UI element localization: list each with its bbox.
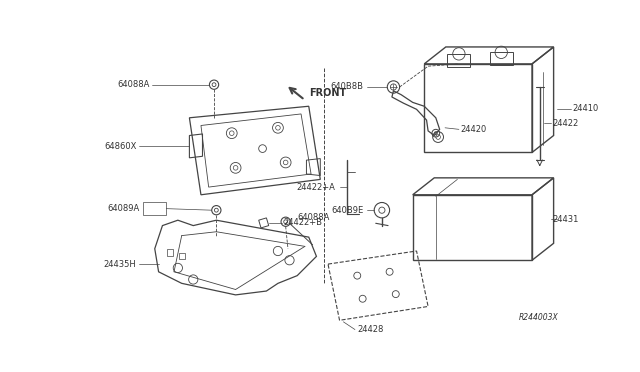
Text: 64088A: 64088A xyxy=(117,80,149,89)
Text: 640B8B: 640B8B xyxy=(330,83,364,92)
Text: FRONT: FRONT xyxy=(308,88,346,98)
Text: 24422+A: 24422+A xyxy=(297,183,336,192)
Text: 24420: 24420 xyxy=(460,125,486,134)
Text: 24435H: 24435H xyxy=(104,260,136,269)
Text: R244003X: R244003X xyxy=(519,313,559,322)
Text: 24422: 24422 xyxy=(553,119,579,128)
Text: 640B9E: 640B9E xyxy=(331,206,364,215)
Text: 64088A: 64088A xyxy=(297,214,330,222)
Text: 24428: 24428 xyxy=(357,325,383,334)
Text: 24410: 24410 xyxy=(572,104,598,113)
Text: 24431: 24431 xyxy=(553,215,579,224)
Text: 64089A: 64089A xyxy=(108,204,140,213)
Text: 64860X: 64860X xyxy=(104,142,136,151)
Text: 24422+B: 24422+B xyxy=(284,218,323,227)
